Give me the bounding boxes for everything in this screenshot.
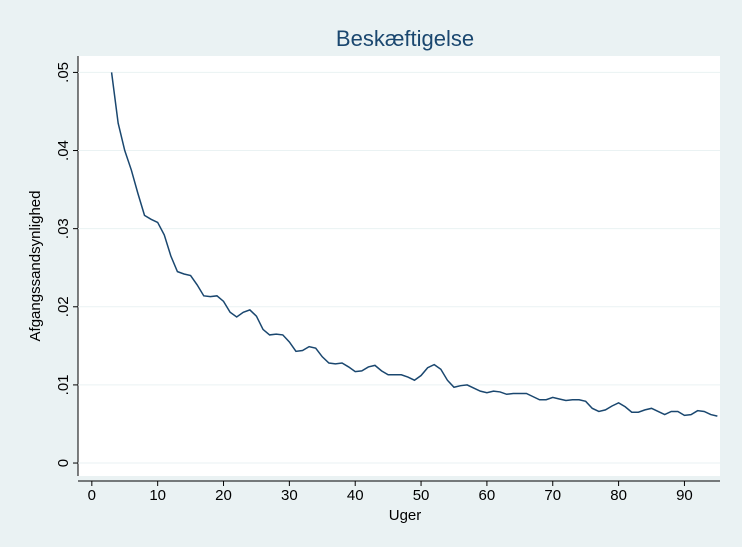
x-tick-label: 30 <box>281 487 298 504</box>
y-tick-label: .03 <box>55 218 72 239</box>
x-tick-label: 80 <box>610 487 627 504</box>
x-tick-label: 90 <box>676 487 693 504</box>
y-tick-label: .02 <box>55 296 72 317</box>
x-tick-label: 40 <box>347 487 364 504</box>
y-axis-label: Afgangssandsynlighed <box>27 191 44 342</box>
y-tick-label: 0 <box>55 459 72 467</box>
x-tick-label: 20 <box>215 487 232 504</box>
x-tick-label: 10 <box>149 487 166 504</box>
x-tick-label: 70 <box>544 487 561 504</box>
x-tick-label: 0 <box>88 487 96 504</box>
x-axis-label: Uger <box>389 507 422 524</box>
x-tick-label: 60 <box>479 487 496 504</box>
chart-title: Beskæftigelse <box>336 26 474 51</box>
y-tick-label: .05 <box>55 62 72 83</box>
x-tick-label: 50 <box>413 487 430 504</box>
data-line <box>110 72 718 417</box>
y-tick-label: .04 <box>55 140 72 161</box>
y-tick-label: .01 <box>55 374 72 395</box>
